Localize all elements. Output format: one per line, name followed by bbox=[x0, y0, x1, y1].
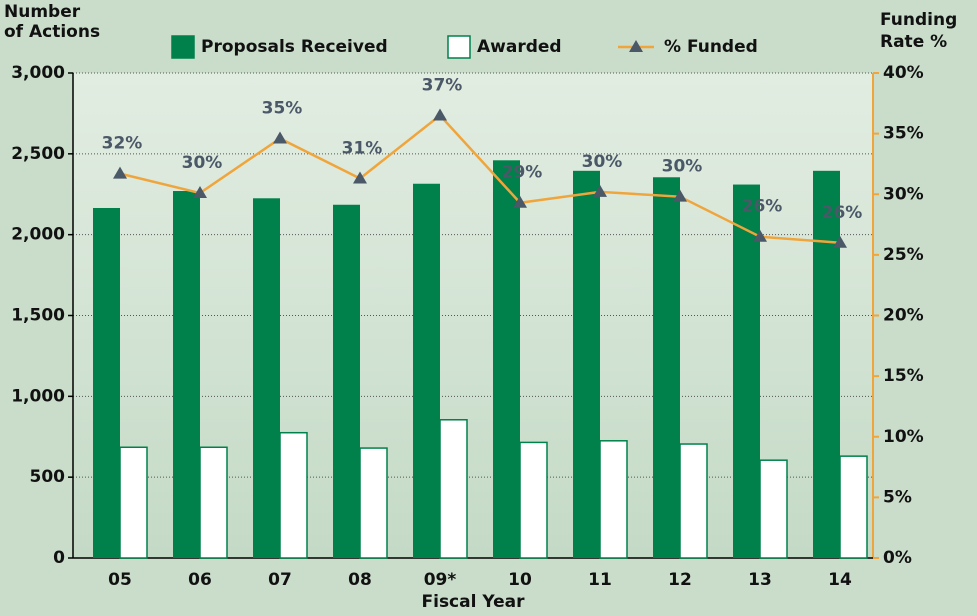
bar bbox=[279, 431, 308, 559]
y2-axis-title: Funding bbox=[880, 10, 957, 30]
y2-tick-label: 30% bbox=[883, 184, 924, 204]
bar bbox=[759, 459, 788, 559]
bar bbox=[573, 170, 600, 558]
marker bbox=[593, 184, 607, 197]
y2-tick-label: 0% bbox=[883, 548, 912, 568]
bar bbox=[253, 198, 280, 558]
bar bbox=[333, 204, 360, 558]
data-label: 26% bbox=[822, 203, 863, 223]
marker bbox=[673, 189, 687, 202]
y2-tick-label: 40% bbox=[883, 63, 924, 83]
data-label: 32% bbox=[102, 134, 143, 154]
y-tick-label: 0 bbox=[53, 548, 65, 568]
bar bbox=[173, 191, 200, 558]
y2-tick-label: 25% bbox=[883, 245, 924, 265]
bar bbox=[93, 207, 120, 558]
bar bbox=[199, 446, 228, 559]
bar bbox=[653, 177, 680, 558]
y-tick-label: 1,000 bbox=[11, 386, 65, 406]
y-tick-label: 2,000 bbox=[11, 225, 65, 245]
x-tick-label: 14 bbox=[828, 570, 852, 590]
data-label: 31% bbox=[342, 138, 383, 158]
bar bbox=[119, 446, 148, 559]
x-tick-label: 09* bbox=[424, 570, 457, 590]
y2-tick-label: 35% bbox=[883, 124, 924, 144]
legend-swatch bbox=[447, 35, 471, 59]
data-label: 35% bbox=[262, 98, 303, 118]
data-label: 30% bbox=[582, 152, 623, 172]
data-label: 30% bbox=[182, 153, 223, 173]
legend-label: Awarded bbox=[477, 37, 562, 57]
marker bbox=[433, 108, 447, 121]
y2-axis-title: Rate % bbox=[880, 32, 947, 52]
y-tick-label: 2,500 bbox=[11, 144, 65, 164]
marker bbox=[193, 186, 207, 199]
y-tick-label: 1,500 bbox=[11, 306, 65, 326]
legend-label: % Funded bbox=[664, 37, 758, 57]
marker bbox=[833, 235, 847, 248]
x-tick-label: 13 bbox=[748, 570, 772, 590]
x-tick-label: 06 bbox=[188, 570, 212, 590]
bar bbox=[733, 184, 760, 559]
bar bbox=[413, 183, 440, 558]
bar bbox=[519, 441, 548, 559]
data-label: 37% bbox=[422, 75, 463, 95]
marker bbox=[753, 229, 767, 242]
x-tick-label: 07 bbox=[268, 570, 292, 590]
data-label: 26% bbox=[742, 197, 783, 217]
x-tick-label: 12 bbox=[668, 570, 692, 590]
y-tick-label: 3,000 bbox=[11, 63, 65, 83]
y2-tick-label: 20% bbox=[883, 306, 924, 326]
legend-marker bbox=[629, 40, 643, 52]
bar bbox=[599, 440, 628, 559]
marker bbox=[273, 131, 287, 144]
legend-swatch bbox=[171, 35, 195, 59]
marker bbox=[513, 195, 527, 208]
bar bbox=[439, 419, 468, 559]
data-label: 29% bbox=[502, 163, 543, 183]
y2-tick-label: 10% bbox=[883, 427, 924, 447]
y-tick-label: 500 bbox=[30, 467, 66, 487]
bar bbox=[359, 447, 388, 559]
y-axis-title: Number bbox=[4, 2, 81, 22]
x-tick-label: 08 bbox=[348, 570, 372, 590]
x-axis-title: Fiscal Year bbox=[422, 592, 526, 612]
x-tick-label: 10 bbox=[508, 570, 532, 590]
x-tick-label: 05 bbox=[108, 570, 132, 590]
legend-label: Proposals Received bbox=[201, 37, 388, 57]
marker bbox=[353, 171, 367, 184]
bar bbox=[813, 170, 840, 558]
bar bbox=[493, 160, 520, 559]
y-axis-title: of Actions bbox=[4, 22, 100, 42]
bar bbox=[839, 455, 868, 559]
data-label: 30% bbox=[662, 157, 703, 177]
line bbox=[119, 113, 841, 244]
bar bbox=[679, 443, 708, 559]
x-tick-label: 11 bbox=[588, 570, 612, 590]
y2-tick-label: 15% bbox=[883, 366, 924, 386]
marker bbox=[113, 166, 127, 179]
y2-tick-label: 5% bbox=[883, 487, 912, 507]
